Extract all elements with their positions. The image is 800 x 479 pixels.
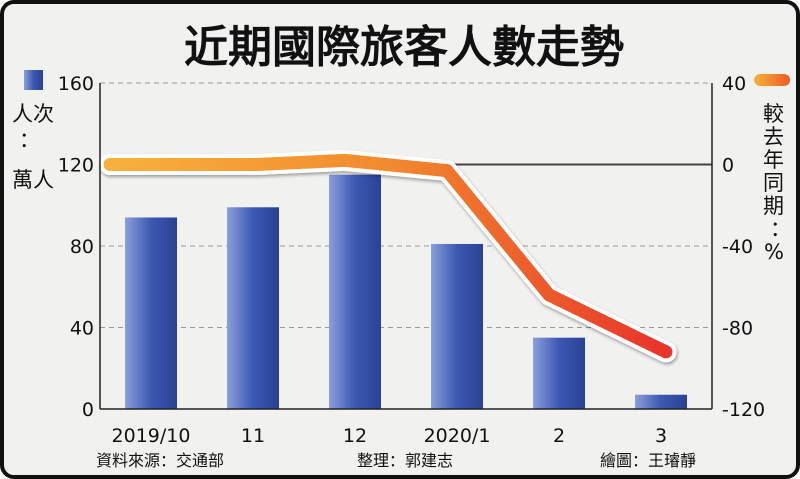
left-tick-label: 120 <box>58 155 94 177</box>
right-axis-label-char: 期 <box>763 194 784 218</box>
chart-title: 近期國際旅客人數走勢 <box>184 22 624 73</box>
x-tick-label: 11 <box>241 425 265 447</box>
source-note: 資料來源：交通部 <box>96 451 224 470</box>
bar <box>329 174 381 409</box>
line-series <box>99 149 677 363</box>
x-tick-label: 2019/10 <box>112 425 191 447</box>
right-axis-label-char: 去 <box>763 125 784 149</box>
left-axis-label-char: 人次 <box>12 102 54 126</box>
right-tick-label: -40 <box>722 236 753 258</box>
right-axis-label-char: ： <box>770 217 791 241</box>
x-tick-label: 3 <box>655 425 667 447</box>
left-tick-label: 40 <box>70 318 94 340</box>
bar <box>431 243 483 409</box>
left-axis-label-char: ： <box>19 128 40 152</box>
right-tick-label: 0 <box>722 155 734 177</box>
left-tick-label: 80 <box>70 236 94 258</box>
bar-legend-swatch <box>24 70 43 90</box>
bar <box>533 337 585 409</box>
left-axis-label-char: 萬人 <box>12 168 54 192</box>
bar <box>227 207 279 409</box>
line-halo <box>99 149 677 363</box>
axes: 0 40 80 120 160 40 0 -40 -80 -120 2019/10 11 12 2020/… <box>58 73 765 447</box>
x-tick-label: 2020/1 <box>424 425 491 447</box>
right-tick-label: -80 <box>722 318 753 340</box>
editor-note: 整理：郭建志 <box>357 451 453 470</box>
right-axis-label-char: 較 <box>763 102 784 126</box>
right-axis-label-char: 同 <box>763 171 784 195</box>
right-tick-label: -120 <box>722 399 765 421</box>
right-axis-label-char: 年 <box>763 148 784 172</box>
bar-series <box>125 174 687 409</box>
right-axis-label-char: % <box>764 240 784 264</box>
right-tick-label: 40 <box>722 73 746 95</box>
line-legend-swatch <box>754 74 790 86</box>
line-path <box>103 153 673 359</box>
bar <box>635 394 687 409</box>
left-axis-label: 人次： 萬人 <box>12 102 54 192</box>
x-tick-label: 12 <box>343 425 367 447</box>
bar <box>125 217 177 409</box>
x-tick-label: 2 <box>553 425 565 447</box>
left-tick-label: 0 <box>82 399 94 421</box>
left-tick-label: 160 <box>58 73 94 95</box>
chart-svg: 近期國際旅客人數走勢 0 40 80 120 160 40 0 -40 -80 -120 2019/… <box>12 22 791 470</box>
gridlines <box>100 82 712 328</box>
artist-note: 繪圖：王璿靜 <box>600 451 696 470</box>
